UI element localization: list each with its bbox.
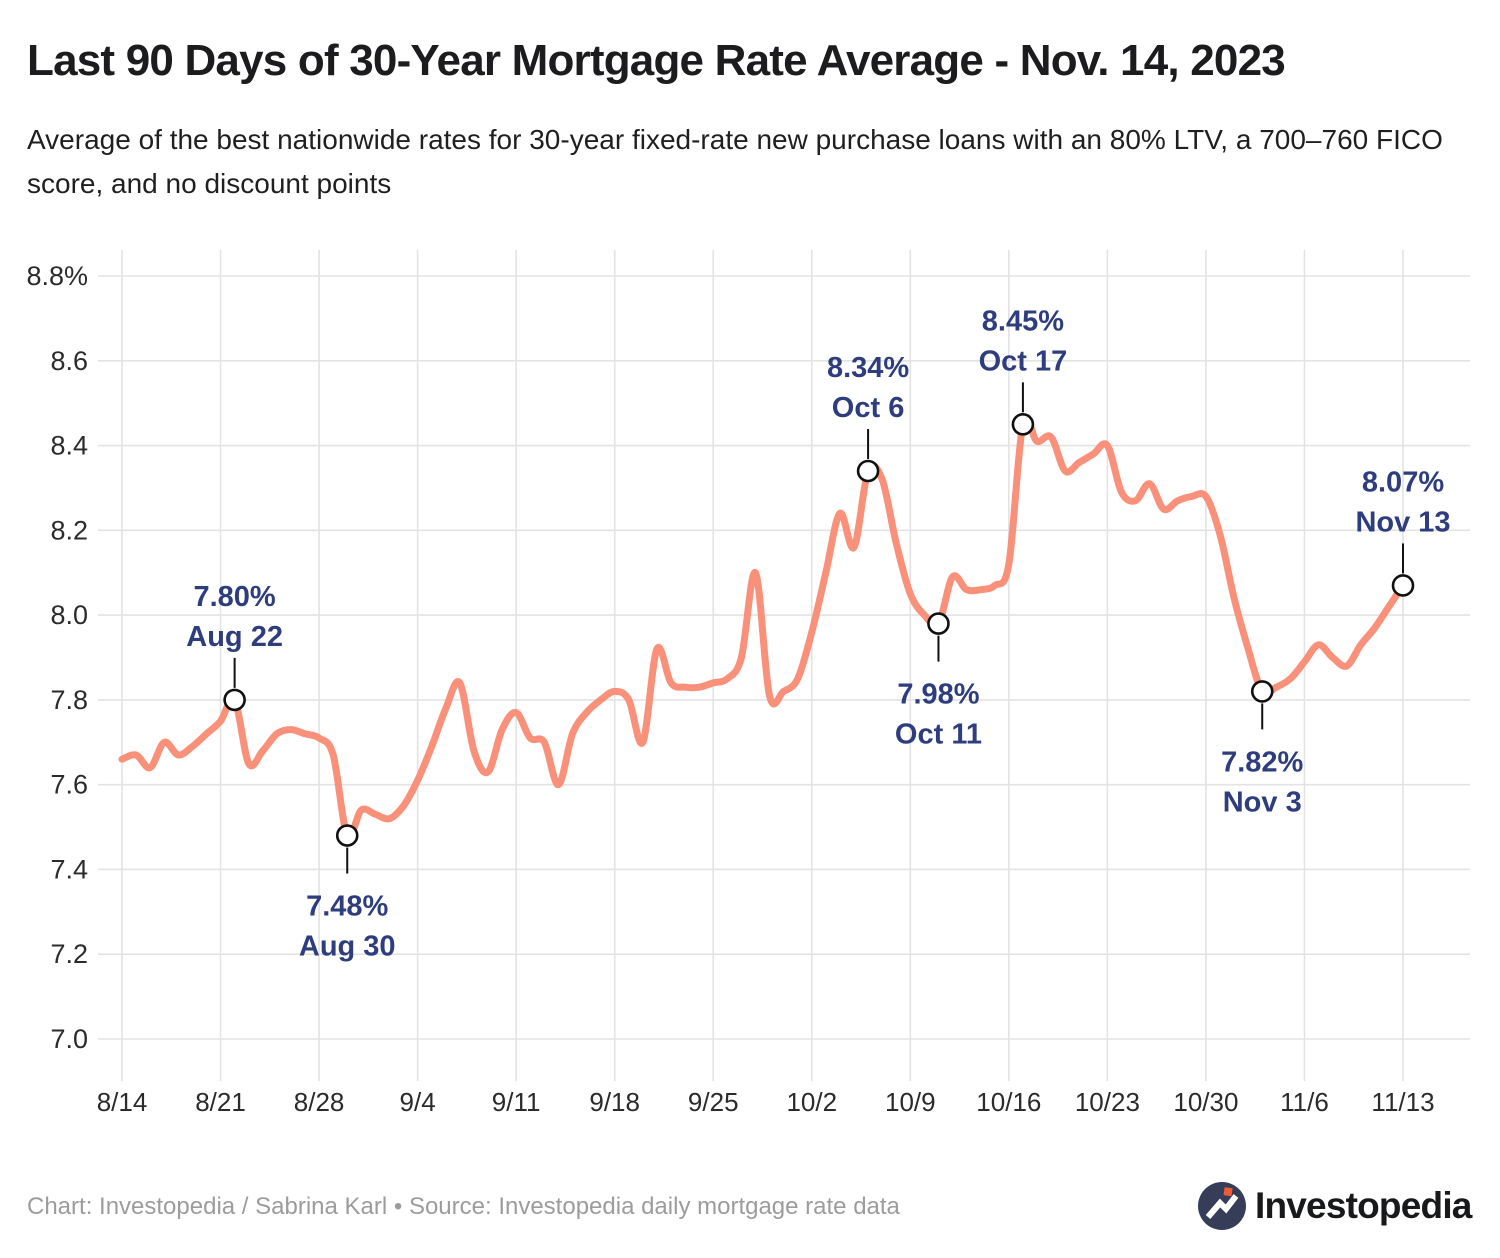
x-tick-label: 10/16 <box>976 1087 1041 1117</box>
rate-line <box>118 414 1407 841</box>
annotation-marker <box>1391 574 1415 597</box>
x-tick-label: 8/21 <box>195 1087 246 1117</box>
annotation-marker <box>1250 680 1274 703</box>
annotation-date-label: Aug 30 <box>299 931 396 963</box>
chart-subtitle: Average of the best nationwide rates for… <box>27 124 1443 199</box>
annotation-rate-label: 8.34% <box>827 352 909 384</box>
y-tick-label: 7.6 <box>50 770 88 800</box>
y-tick-label: 7.4 <box>50 854 88 884</box>
x-tick-label: 11/13 <box>1371 1087 1434 1117</box>
x-tick-label: 9/18 <box>589 1087 640 1117</box>
x-tick-label: 9/4 <box>400 1087 436 1117</box>
x-tick-label: 10/23 <box>1075 1087 1140 1117</box>
annotation-rate-label: 7.80% <box>193 581 275 613</box>
y-tick-label: 8.6 <box>50 346 88 376</box>
annotation-date-label: Oct 17 <box>979 345 1068 377</box>
annotation-marker <box>335 824 359 847</box>
annotation-date-label: Aug 22 <box>186 621 283 653</box>
x-tick-label: 9/11 <box>492 1087 541 1117</box>
annotation-date-label: Oct 6 <box>832 392 905 424</box>
y-tick-label: 8.4 <box>50 431 88 461</box>
annotation-rate-label: 7.98% <box>897 679 979 711</box>
mortgage-rate-line-chart: 8/14 8/21 8/28 9/4 9/11 9/18 9/25 10/2 10/9 10/16… <box>26 250 1470 1117</box>
x-tick-label: 8/28 <box>294 1087 345 1117</box>
investopedia-logo-text: Investopedia <box>1255 1185 1472 1226</box>
annotation-date-label: Oct 11 <box>895 719 982 751</box>
y-tick-label: 8.0 <box>50 600 88 630</box>
annotation-marker <box>927 612 950 635</box>
annotation-date-label: Nov 13 <box>1355 506 1450 538</box>
annotation-rate-label: 8.45% <box>982 305 1064 337</box>
y-tick-label: 7.8 <box>50 685 88 715</box>
annotation-rate-label: 7.82% <box>1221 746 1303 778</box>
x-tick-label: 10/9 <box>885 1087 936 1117</box>
y-tick-label: 8.8% <box>26 261 88 291</box>
y-tick-label: 8.2 <box>50 515 88 545</box>
investopedia-logo-icon <box>1198 1182 1246 1230</box>
annotation-marker <box>856 459 880 483</box>
chart-credit: Chart: Investopedia / Sabrina Karl • Sou… <box>27 1193 900 1220</box>
x-tick-label: 11/6 <box>1280 1087 1329 1117</box>
x-tick-label: 10/2 <box>786 1087 837 1117</box>
y-tick-label: 7.2 <box>50 939 88 969</box>
annotation-marker <box>1011 413 1035 436</box>
annotation-date-label: Nov 3 <box>1223 786 1302 818</box>
chart-title: Last 90 Days of 30-Year Mortgage Rate Av… <box>27 36 1286 85</box>
annotation-marker <box>223 688 246 712</box>
x-tick-label: 9/25 <box>688 1087 739 1117</box>
investopedia-logo: Investopedia <box>1196 1178 1472 1234</box>
annotation-rate-label: 8.07% <box>1362 466 1444 498</box>
y-tick-label: 7.0 <box>50 1024 88 1054</box>
x-tick-label: 8/14 <box>97 1087 148 1117</box>
annotation-rate-label: 7.48% <box>306 891 388 923</box>
x-tick-label: 10/30 <box>1173 1087 1238 1117</box>
